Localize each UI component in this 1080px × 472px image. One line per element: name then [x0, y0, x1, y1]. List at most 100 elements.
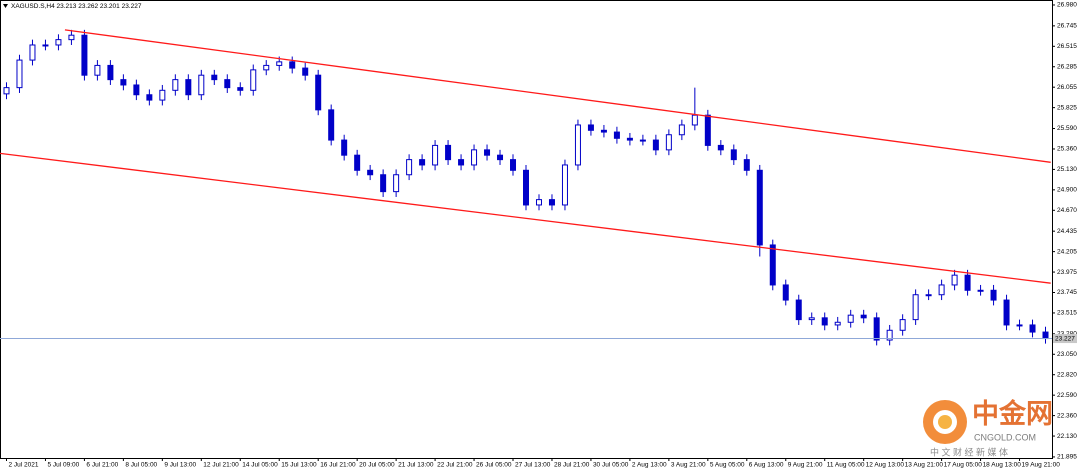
candle-body [302, 67, 309, 76]
logo-core [938, 415, 952, 429]
candle-body [626, 137, 633, 141]
x-tick-label: 12 Aug 13:00 [866, 462, 905, 469]
candle-body [782, 284, 789, 301]
candle-body [146, 94, 153, 101]
x-tick-label: 2 Aug 13:00 [632, 462, 667, 469]
candle-body [795, 299, 802, 321]
candle-body [29, 44, 36, 61]
x-tick-label: 30 Jul 05:00 [593, 462, 629, 469]
x-tick-label: 26 Jul 05:00 [476, 462, 512, 469]
chart-title: XAGUSD.S,H4 23.213 23.262 23.201 23.227 [11, 3, 142, 10]
candle-body [3, 87, 10, 95]
x-tick-label: 15 Jul 13:00 [281, 462, 317, 469]
x-tick-label: 13 Aug 21:00 [905, 462, 944, 469]
y-tick-label: 22.590 [1057, 392, 1077, 399]
candle-body [406, 159, 413, 176]
candle-body [276, 61, 283, 66]
x-tick-label: 14 Jul 05:00 [242, 462, 278, 469]
candle-body [860, 314, 867, 319]
candle-body [990, 289, 997, 301]
candle-body [367, 169, 374, 176]
x-tick-label: 9 Aug 21:00 [788, 462, 823, 469]
x-tick-label: 8 Jul 05:00 [125, 462, 157, 469]
candle-body [133, 84, 140, 96]
candle-body [81, 34, 88, 76]
y-tick-label: 24.205 [1057, 248, 1077, 255]
candle-body [42, 44, 49, 47]
candle-body [328, 109, 335, 141]
x-tick-label: 6 Jul 21:00 [86, 462, 118, 469]
trend-line [64, 29, 1051, 163]
x-tick-label: 22 Jul 21:00 [437, 462, 473, 469]
candle-body [756, 169, 763, 246]
y-tick-label: 21.895 [1057, 454, 1077, 461]
x-tick-label: 5 Jul 09:00 [47, 462, 79, 469]
candle-body [548, 199, 555, 206]
candle-body [1003, 299, 1010, 326]
candle-body [691, 114, 698, 126]
y-tick-label: 25.825 [1057, 104, 1077, 111]
candle-body [315, 74, 322, 111]
candle-body [432, 144, 439, 166]
candle-body [938, 284, 945, 296]
candle-body [652, 139, 659, 151]
candle-body [185, 79, 192, 96]
candle-body [263, 64, 270, 71]
candle-body [951, 274, 958, 286]
x-tick-label: 9 Jul 13:00 [164, 462, 196, 469]
candle-body [587, 124, 594, 131]
candle-body [925, 294, 932, 297]
x-tick-label: 19 Aug 21:00 [1022, 462, 1061, 469]
candle-body [535, 199, 542, 206]
candle-body [289, 61, 296, 69]
candle-body [380, 174, 387, 193]
candle-body [1016, 324, 1023, 327]
candle-body [847, 314, 854, 323]
candle-body [198, 74, 205, 96]
candle-body [237, 87, 244, 91]
x-tick-label: 6 Aug 13:00 [749, 462, 784, 469]
y-tick-label: 23.745 [1057, 289, 1077, 296]
menu-arrow [3, 4, 8, 8]
candle-body [55, 39, 62, 46]
y-tick-label: 23.515 [1057, 310, 1077, 317]
candle-body [458, 159, 465, 166]
y-tick-label: 23.050 [1057, 351, 1077, 358]
candle-body [497, 154, 504, 161]
x-tick-label: 12 Jul 21:00 [203, 462, 239, 469]
x-tick-label: 16 Jul 21:00 [320, 462, 356, 469]
watermark-slogan: 中 文 财 经 新 媒 体 [930, 446, 1008, 457]
y-tick-label: 25.130 [1057, 166, 1077, 173]
candle-body [574, 124, 581, 166]
watermark-name: 中金网 [972, 398, 1053, 429]
candle-body [107, 64, 114, 81]
x-tick-label: 20 Jul 05:00 [359, 462, 395, 469]
candle-body [561, 164, 568, 206]
candle-body [912, 294, 919, 321]
y-tick-label: 24.900 [1057, 187, 1077, 194]
watermark-site: CNGOLD.COM [974, 432, 1036, 442]
y-tick-label: 26.980 [1057, 2, 1077, 9]
candle-body [172, 79, 179, 91]
candle-body [523, 169, 529, 206]
candle-body [94, 64, 101, 76]
candle-body [678, 124, 685, 136]
x-tick-label: 11 Aug 05:00 [827, 462, 865, 469]
candle-body [510, 159, 517, 171]
candle-body [211, 74, 218, 81]
candle-body [1042, 331, 1049, 340]
plot-frame [0, 0, 1053, 459]
candle-body [159, 89, 166, 101]
watermark: 中金网 CNGOLD.COM 中 文 财 经 新 媒 体 [923, 398, 1053, 457]
candle-body [600, 129, 607, 133]
x-tick-label: 27 Jul 13:00 [515, 462, 551, 469]
candle-body [886, 329, 893, 341]
candle-body [977, 289, 984, 292]
y-tick-label: 26.745 [1057, 23, 1077, 30]
candle-body [873, 317, 880, 341]
candle-body [730, 149, 737, 161]
trend-line [0, 152, 1051, 284]
candle-body [224, 79, 231, 89]
x-tick-label: 3 Aug 21:00 [671, 462, 706, 469]
